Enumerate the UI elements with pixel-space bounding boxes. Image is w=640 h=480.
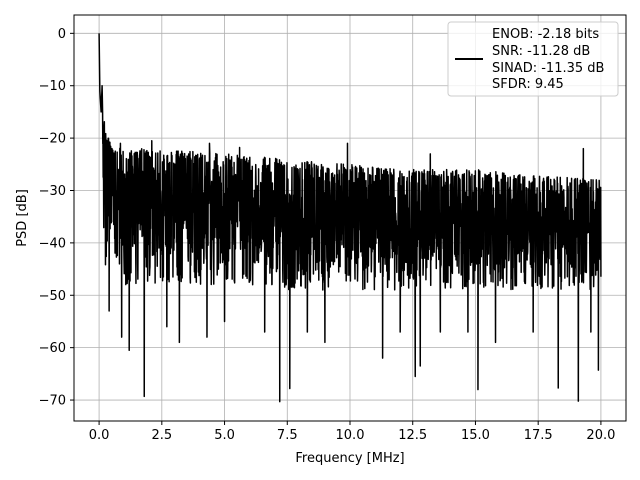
x-tick-label: 15.0 xyxy=(461,428,490,443)
x-tick-label: 2.5 xyxy=(151,428,172,443)
y-axis-ticks: 0 −10 −20 −30 −40 −50 −60 −70 xyxy=(39,27,74,409)
legend-entry-sfdr: SFDR: 9.45 xyxy=(492,77,564,92)
x-tick-label: 12.5 xyxy=(398,428,427,443)
x-tick-label: 5.0 xyxy=(214,428,235,443)
x-axis-ticks: 0.0 2.5 5.0 7.5 10.0 12.5 15.0 17.5 20.0 xyxy=(89,421,615,443)
y-tick-label: −70 xyxy=(39,394,66,409)
y-tick-label: −30 xyxy=(39,184,66,199)
y-tick-label: −20 xyxy=(39,132,66,147)
y-tick-label: −50 xyxy=(39,289,66,304)
x-tick-label: 7.5 xyxy=(277,428,298,443)
x-tick-label: 17.5 xyxy=(524,428,553,443)
x-tick-label: 20.0 xyxy=(586,428,615,443)
x-axis-label: Frequency [MHz] xyxy=(295,451,404,466)
legend-entry-snr: SNR: -11.28 dB xyxy=(492,44,590,59)
y-tick-label: −40 xyxy=(39,236,66,251)
legend: ENOB: -2.18 bits SNR: -11.28 dB SINAD: -… xyxy=(447,21,619,97)
legend-box xyxy=(447,21,619,97)
y-tick-label: −10 xyxy=(39,79,66,94)
y-tick-label: −60 xyxy=(39,341,66,356)
y-tick-label: 0 xyxy=(58,27,66,42)
legend-entry-sinad: SINAD: -11.35 dB xyxy=(492,61,604,76)
x-tick-label: 10.0 xyxy=(336,428,365,443)
y-axis-label: PSD [dB] xyxy=(15,189,30,247)
psd-trace xyxy=(98,33,602,403)
psd-series xyxy=(98,33,602,403)
x-tick-label: 0.0 xyxy=(89,428,110,443)
legend-entry-enob: ENOB: -2.18 bits xyxy=(492,27,599,42)
